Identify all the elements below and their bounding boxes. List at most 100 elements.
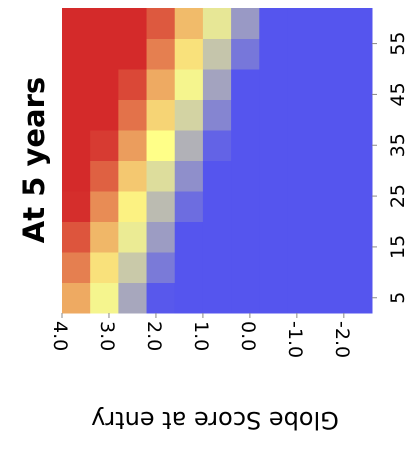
heat-cell	[146, 221, 176, 253]
heat-cell	[90, 99, 119, 131]
heat-cell	[62, 191, 91, 222]
heat-cell	[202, 191, 232, 222]
heat-cell	[343, 99, 373, 131]
heat-cell	[202, 69, 232, 100]
heat-cell	[174, 221, 204, 253]
heat-cell	[146, 69, 176, 100]
heat-cell	[259, 69, 288, 100]
heat-cell	[118, 99, 148, 131]
heat-cell	[315, 221, 345, 253]
heat-cell	[174, 282, 204, 314]
heat-cell	[231, 130, 260, 161]
heat-cell	[118, 282, 148, 314]
heat-cell	[62, 130, 91, 161]
heat-cell	[118, 191, 148, 222]
heat-cell	[202, 38, 232, 70]
heat-cell	[259, 99, 288, 131]
heat-cell	[231, 282, 260, 314]
heat-cell	[118, 130, 148, 161]
heat-cell	[146, 38, 176, 70]
y-tick-label: 35	[387, 133, 409, 157]
heat-cell	[231, 69, 260, 100]
heat-cell	[287, 38, 317, 70]
heat-cell	[287, 130, 317, 161]
heat-cell	[343, 221, 373, 253]
heat-cell	[90, 38, 119, 70]
heat-cell	[146, 160, 176, 192]
heat-cell	[90, 130, 119, 161]
chart-title: At 5 years	[17, 77, 51, 243]
heat-cell	[174, 69, 204, 100]
x-tick-label: 0.0	[237, 321, 259, 351]
heat-cell	[202, 99, 232, 131]
heat-cell	[343, 252, 373, 283]
x-tick-label: -1.0	[284, 321, 306, 358]
heat-cell	[174, 99, 204, 131]
heat-cell	[231, 8, 260, 39]
heat-cell	[343, 160, 373, 192]
x-tick-label: 4.0	[49, 321, 71, 351]
heat-cell	[287, 8, 317, 39]
heat-cell	[259, 160, 288, 192]
x-axis-title: Globe Score at entry	[91, 406, 339, 434]
heat-cell	[90, 252, 119, 283]
heat-cell	[118, 160, 148, 192]
y-tick-label: 45	[387, 82, 409, 106]
heat-cell	[315, 282, 345, 314]
heat-cell	[202, 252, 232, 283]
heat-cell	[287, 99, 317, 131]
heat-cell	[315, 252, 345, 283]
heat-cell	[315, 160, 345, 192]
heat-cell	[146, 252, 176, 283]
y-tick-label: 15	[387, 235, 409, 259]
heat-cell	[62, 69, 91, 100]
heat-cell	[62, 8, 91, 39]
heat-cell	[202, 8, 232, 39]
heat-cell	[343, 69, 373, 100]
heat-cell	[315, 130, 345, 161]
heat-cell	[62, 221, 91, 253]
heat-cell	[287, 221, 317, 253]
heat-cell	[287, 252, 317, 283]
heat-cell	[231, 191, 260, 222]
heat-cell	[259, 38, 288, 70]
x-tick-label: -2.0	[331, 321, 353, 358]
heat-cell	[118, 221, 148, 253]
heat-cell	[315, 191, 345, 222]
heat-cell	[315, 38, 345, 70]
heat-cell	[231, 252, 260, 283]
heat-cell	[343, 282, 373, 314]
heat-cell	[343, 191, 373, 222]
heat-cell	[202, 221, 232, 253]
heat-cell	[174, 191, 204, 222]
heat-cell	[62, 282, 91, 314]
x-tick-label: 3.0	[96, 321, 118, 351]
heat-cell	[259, 252, 288, 283]
heat-cell	[287, 160, 317, 192]
heat-cell	[174, 252, 204, 283]
heat-cell	[90, 221, 119, 253]
heat-cell	[62, 160, 91, 192]
heat-cell	[287, 282, 317, 314]
heat-cell	[202, 130, 232, 161]
heat-cell	[90, 191, 119, 222]
heat-cell	[118, 38, 148, 70]
heat-cell	[343, 38, 373, 70]
heat-cell	[174, 38, 204, 70]
heat-cell	[343, 8, 373, 39]
heat-cell	[287, 69, 317, 100]
y-tick-label: 25	[387, 184, 409, 208]
heat-cell	[259, 8, 288, 39]
heat-cell	[259, 191, 288, 222]
heat-cell	[146, 130, 176, 161]
heat-cell	[202, 282, 232, 314]
heat-cell	[231, 38, 260, 70]
heat-cell	[146, 282, 176, 314]
x-tick-label: 1.0	[190, 321, 212, 351]
heat-cell	[118, 8, 148, 39]
x-tick-label: 2.0	[143, 321, 165, 351]
heat-cell	[62, 99, 91, 131]
heat-cell	[174, 130, 204, 161]
heat-cell	[90, 8, 119, 39]
